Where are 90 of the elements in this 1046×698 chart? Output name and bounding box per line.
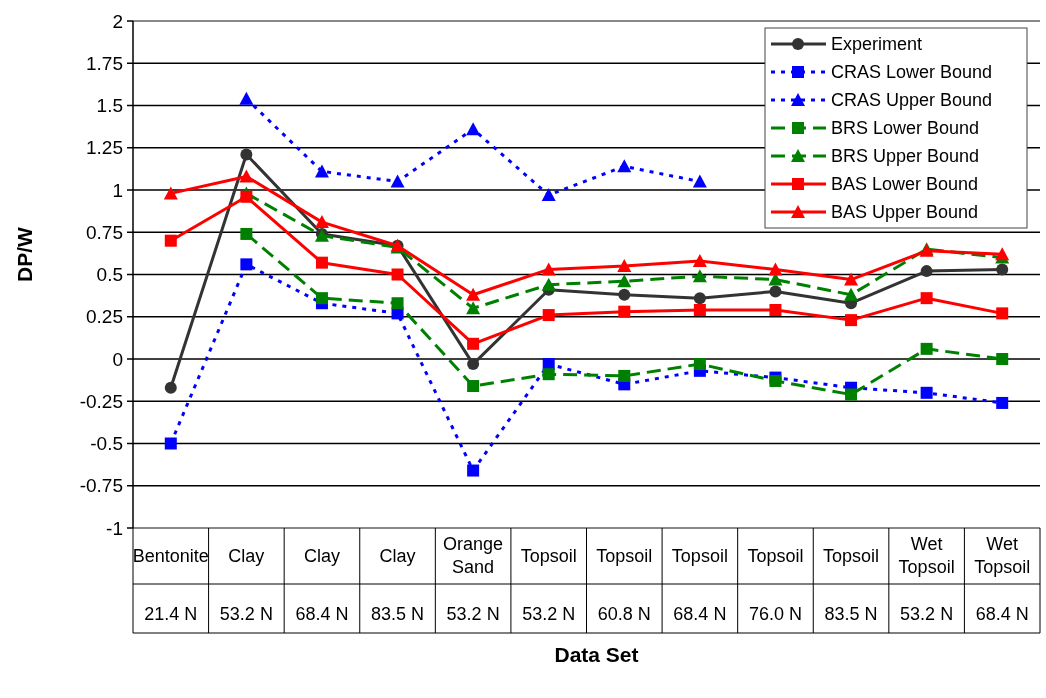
point	[164, 381, 177, 394]
point	[996, 353, 1009, 365]
point	[239, 169, 254, 183]
category-label: Topsoil 76.0 N	[747, 546, 804, 624]
legend-label: BAS Lower Bound	[831, 174, 979, 195]
y-tick-label: 1	[112, 179, 123, 201]
y-tick-label: 1.5	[96, 95, 123, 117]
legend-label: BAS Upper Bound	[831, 202, 979, 223]
point	[692, 174, 707, 188]
point	[920, 386, 933, 399]
y-tick-label: -0.25	[79, 390, 123, 412]
point	[466, 301, 481, 315]
point	[769, 303, 782, 316]
y-tick-label: 0.5	[96, 264, 123, 286]
legend-label: BRS Upper Bound	[831, 146, 980, 167]
category-label: Wet Topsoil 53.2 N	[898, 534, 955, 624]
y-tick-label: -0.5	[90, 433, 123, 455]
y-tick-label: 1.25	[86, 137, 123, 159]
point	[541, 188, 556, 202]
point	[996, 396, 1009, 409]
point	[542, 368, 555, 381]
y-axis-title: DP/W	[13, 226, 36, 282]
point	[845, 314, 858, 327]
category-label: Bentonite 21.4 N	[132, 546, 209, 624]
point	[390, 174, 405, 188]
point	[617, 259, 632, 273]
point	[239, 91, 254, 105]
category-label: Clay 53.2 N	[219, 546, 273, 624]
point	[467, 464, 480, 477]
point	[541, 277, 556, 291]
point	[315, 292, 328, 305]
legend-label: Experiment	[831, 34, 923, 55]
point	[693, 358, 706, 371]
point	[769, 285, 782, 298]
x-axis-title: Data Set	[554, 643, 639, 666]
point	[692, 253, 707, 267]
point	[315, 256, 328, 269]
point	[693, 303, 706, 316]
point	[618, 305, 631, 318]
point	[617, 159, 632, 173]
point	[920, 265, 933, 278]
point	[618, 288, 631, 301]
point	[240, 227, 253, 240]
point	[618, 369, 631, 382]
point	[314, 215, 329, 229]
y-tick-label: -1	[106, 517, 123, 539]
point	[391, 297, 404, 310]
point	[467, 358, 480, 371]
category-label: Clay 83.5 N	[371, 546, 425, 624]
y-tick-label: 0	[112, 348, 123, 370]
point	[467, 337, 480, 350]
point	[163, 186, 178, 200]
category-label: Topsoil 83.5 N	[823, 546, 880, 624]
category-label: Topsoil 53.2 N	[520, 546, 577, 624]
point	[164, 437, 177, 450]
point	[240, 190, 253, 203]
y-tick-label: 2	[112, 10, 123, 32]
point	[996, 263, 1009, 276]
category-label: Topsoil 68.4 N	[671, 546, 728, 624]
point	[845, 388, 858, 401]
point	[541, 262, 556, 276]
point	[692, 269, 707, 283]
point	[996, 307, 1009, 320]
point	[844, 272, 859, 286]
point	[542, 309, 555, 322]
point	[164, 234, 177, 247]
category-label: Topsoil 60.8 N	[596, 546, 653, 624]
point	[920, 342, 933, 355]
y-tick-label: -0.75	[79, 475, 123, 497]
point	[314, 164, 329, 178]
y-tick-label: 0.75	[86, 221, 123, 243]
category-label: Orange Sand 53.2 N	[443, 534, 504, 624]
point	[693, 292, 706, 305]
point	[768, 262, 783, 276]
point	[467, 380, 480, 393]
point	[844, 287, 859, 301]
legend-label: CRAS Lower Bound	[831, 62, 993, 83]
point	[617, 274, 632, 288]
point	[466, 122, 481, 136]
category-label: Wet Topsoil 68.4 N	[974, 534, 1031, 624]
y-tick-label: 1.75	[86, 52, 123, 74]
point	[391, 268, 404, 281]
legend-label: CRAS Upper Bound	[831, 90, 993, 111]
point	[240, 148, 253, 161]
y-tick-label: 0.25	[86, 306, 123, 328]
legend-label: BRS Lower Bound	[831, 118, 980, 139]
category-label: Clay 68.4 N	[295, 546, 349, 624]
point	[240, 258, 253, 271]
point	[920, 292, 933, 305]
point	[466, 287, 481, 301]
